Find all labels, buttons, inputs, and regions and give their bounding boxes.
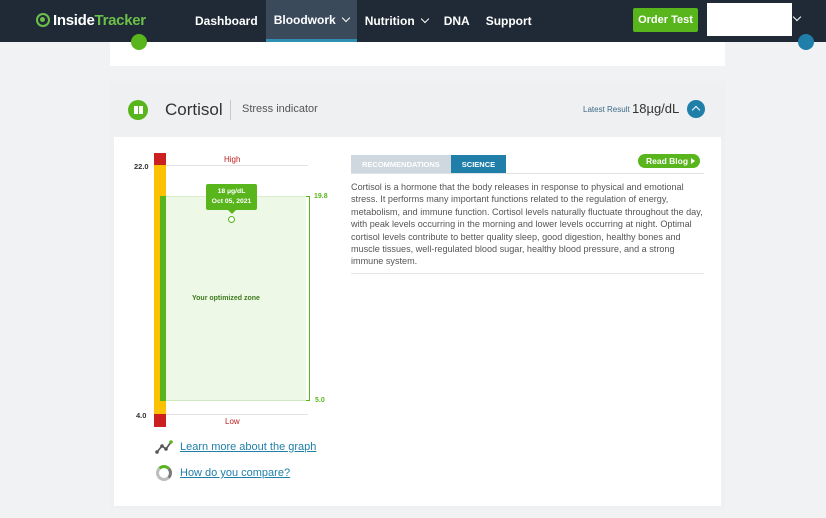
result-tooltip: 18 µg/dL Oct 05, 2021 [206, 184, 257, 214]
compare-link[interactable]: How do you compare? [180, 467, 291, 479]
result-point[interactable] [228, 216, 235, 223]
graph-trend-icon [155, 440, 173, 454]
tab-science[interactable]: SCIENCE [450, 155, 507, 173]
marker-category: Stress indicator [242, 103, 318, 115]
info-tabs: RECOMMENDATIONS SCIENCE [351, 155, 507, 173]
compare-row: How do you compare? [156, 465, 290, 481]
latest-result-value: 18µg/dL [632, 101, 680, 116]
chevron-down-icon [341, 13, 350, 22]
result-value: 18 µg/dL [217, 188, 246, 195]
logo-drop-icon [36, 13, 50, 27]
marker-status-icon [128, 100, 148, 120]
top-nav-bar: InsideTracker Dashboard Bloodwork Nutrit… [0, 0, 826, 42]
marker-title: Cortisol [165, 100, 223, 119]
chevron-down-icon[interactable] [792, 12, 802, 22]
logo[interactable]: InsideTracker [36, 10, 146, 30]
low-range-bar [154, 414, 166, 427]
collapse-button[interactable] [687, 100, 705, 118]
header-divider [230, 100, 231, 120]
high-label: High [224, 155, 241, 164]
nav-support[interactable]: Support [485, 14, 532, 28]
read-blog-button[interactable]: Read Blog [638, 154, 700, 168]
previous-marker-card [110, 34, 814, 66]
learn-graph-row: Learn more about the graph [155, 440, 316, 454]
nav-dna[interactable]: DNA [443, 14, 470, 28]
axis-bottom-label: 4.0 [136, 411, 147, 420]
brand-name: InsideTracker [53, 11, 146, 29]
nav-dashboard[interactable]: Dashboard [195, 14, 258, 28]
marker-card-header[interactable]: Cortisol Stress indicator Latest Result … [110, 81, 725, 137]
donut-chart-icon [156, 465, 172, 481]
result-date: Oct 05, 2021 [211, 198, 252, 205]
learn-graph-link[interactable]: Learn more about the graph [180, 441, 317, 453]
latest-result-label: Latest Result [583, 105, 630, 114]
high-range-bar [154, 153, 166, 165]
optimal-range-bar [160, 196, 166, 401]
tab-divider [351, 173, 704, 174]
description-divider [351, 273, 704, 274]
low-line [166, 414, 308, 415]
marker-description: Cortisol is a hormone that the body rele… [351, 182, 703, 267]
expand-icon[interactable] [798, 34, 814, 50]
zone-bottom-value: 5.0 [315, 397, 325, 404]
marker-card-body: 22.0 4.0 High Low Your optimized zone 19… [114, 137, 721, 506]
chevron-down-icon [420, 14, 429, 24]
low-label: Low [225, 417, 240, 426]
nav-bloodwork[interactable]: Bloodwork [265, 0, 357, 42]
range-graph: 22.0 4.0 High Low Your optimized zone 19… [114, 137, 344, 506]
zone-bracket [306, 196, 310, 401]
axis-top-label: 22.0 [134, 162, 149, 171]
nav-nutrition[interactable]: Nutrition [357, 0, 436, 42]
order-test-button[interactable]: Order Test [633, 8, 698, 32]
main-nav: Dashboard Bloodwork Nutrition DNA Suppor… [187, 0, 540, 42]
marker-card: Cortisol Stress indicator Latest Result … [110, 81, 725, 509]
play-arrow-icon [691, 158, 696, 164]
high-line [166, 165, 308, 166]
marker-status-icon [131, 34, 147, 50]
account-menu[interactable] [707, 3, 792, 36]
optimized-zone-label: Your optimized zone [192, 295, 260, 302]
read-blog-label: Read Blog [646, 156, 689, 166]
tab-recommendations[interactable]: RECOMMENDATIONS [351, 155, 451, 173]
zone-top-value: 19.8 [314, 193, 328, 200]
